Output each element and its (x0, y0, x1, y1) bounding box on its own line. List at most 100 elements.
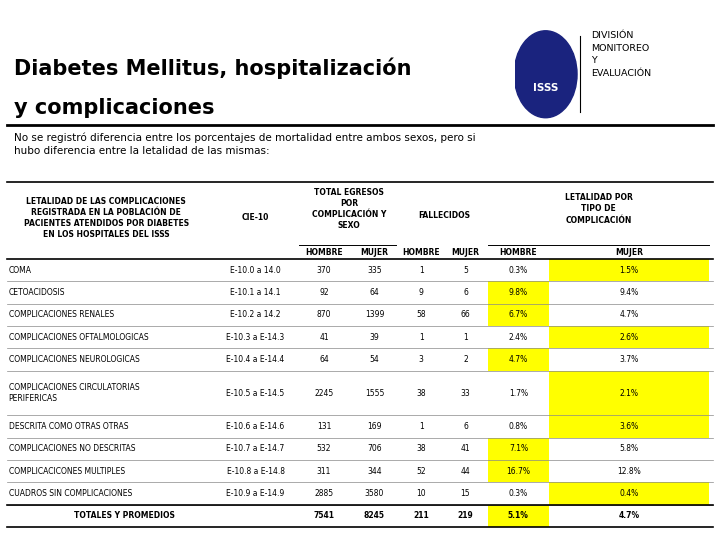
Text: HOMBRE: HOMBRE (305, 248, 343, 257)
Text: COMPLICACIONES NO DESCRITAS: COMPLICACIONES NO DESCRITAS (9, 444, 135, 454)
Text: 39: 39 (369, 333, 379, 342)
Text: 7541: 7541 (313, 511, 335, 521)
Text: 66: 66 (461, 310, 470, 319)
Text: 5.1%: 5.1% (508, 511, 528, 521)
Text: 64: 64 (369, 288, 379, 297)
Text: E-10.6 a E-14.6: E-10.6 a E-14.6 (227, 422, 284, 431)
Bar (488, 348, 549, 370)
Text: 131: 131 (317, 422, 331, 431)
Text: 311: 311 (317, 467, 331, 476)
Text: LETALIDAD POR
TIPO DE
COMPLICACIÓN: LETALIDAD POR TIPO DE COMPLICACIÓN (564, 193, 633, 225)
Text: 10: 10 (416, 489, 426, 498)
Text: 5.8%: 5.8% (619, 444, 639, 454)
Text: 1399: 1399 (365, 310, 384, 319)
Bar (549, 326, 709, 348)
Text: 2: 2 (463, 355, 468, 364)
Text: E-10.5 a E-14.5: E-10.5 a E-14.5 (227, 388, 284, 397)
Text: 3.7%: 3.7% (619, 355, 639, 364)
Text: COMPLICACIONES RENALES: COMPLICACIONES RENALES (9, 310, 114, 319)
Text: 4.7%: 4.7% (618, 511, 639, 521)
Text: 9.8%: 9.8% (509, 288, 528, 297)
Text: E-10.4 a E-14.4: E-10.4 a E-14.4 (227, 355, 284, 364)
Text: 0.8%: 0.8% (509, 422, 528, 431)
Text: 2.6%: 2.6% (619, 333, 639, 342)
Text: COMA: COMA (9, 266, 32, 275)
Text: 3.6%: 3.6% (619, 422, 639, 431)
Text: ISSS: ISSS (533, 83, 558, 93)
Text: 706: 706 (367, 444, 382, 454)
Text: 0.3%: 0.3% (509, 489, 528, 498)
Text: 54: 54 (369, 355, 379, 364)
Text: E-10.0 a 14.0: E-10.0 a 14.0 (230, 266, 281, 275)
Text: 16.7%: 16.7% (506, 467, 531, 476)
Text: DESCRITA COMO OTRAS OTRAS: DESCRITA COMO OTRAS OTRAS (9, 422, 128, 431)
Text: 1.5%: 1.5% (619, 266, 639, 275)
Text: 52: 52 (416, 467, 426, 476)
Text: 211: 211 (413, 511, 429, 521)
Text: 3: 3 (419, 355, 423, 364)
Text: 335: 335 (367, 266, 382, 275)
Text: COMPLICACIONES CIRCULATORIAS
PERIFERICAS: COMPLICACIONES CIRCULATORIAS PERIFERICAS (9, 383, 139, 403)
Text: MUJER: MUJER (361, 248, 388, 257)
Text: 4.7%: 4.7% (619, 310, 639, 319)
Bar (549, 415, 709, 438)
Text: 38: 38 (416, 388, 426, 397)
Text: 870: 870 (317, 310, 331, 319)
Text: LETALIDAD DE LAS COMPLICACIONES
REGISTRADA EN LA POBLACIÓN DE
PACIENTES ATENDIDO: LETALIDAD DE LAS COMPLICACIONES REGISTRA… (24, 197, 189, 239)
Bar (549, 482, 709, 505)
Text: MUJER: MUJER (451, 248, 480, 257)
Text: 344: 344 (367, 467, 382, 476)
Text: 5: 5 (463, 266, 468, 275)
Text: 2.4%: 2.4% (509, 333, 528, 342)
Text: 0.3%: 0.3% (509, 266, 528, 275)
Text: 33: 33 (461, 388, 470, 397)
Text: 2885: 2885 (315, 489, 333, 498)
Text: 1.7%: 1.7% (509, 388, 528, 397)
Text: DIVISIÓN
MONITOREO
Y
EVALUACIÓN: DIVISIÓN MONITOREO Y EVALUACIÓN (591, 31, 652, 78)
Text: 6.7%: 6.7% (509, 310, 528, 319)
Bar (488, 303, 549, 326)
Text: 1: 1 (419, 266, 423, 275)
Text: 1555: 1555 (365, 388, 384, 397)
Text: 6: 6 (463, 422, 468, 431)
Text: 41: 41 (461, 444, 470, 454)
Text: 370: 370 (317, 266, 331, 275)
Text: CETOACIDOSIS: CETOACIDOSIS (9, 288, 65, 297)
Text: FALLECIDOS: FALLECIDOS (418, 211, 470, 220)
Text: 64: 64 (319, 355, 329, 364)
Circle shape (514, 31, 577, 118)
Text: 1: 1 (419, 333, 423, 342)
Text: E-10.8 a E-14.8: E-10.8 a E-14.8 (227, 467, 284, 476)
Text: E-10.1 a 14.1: E-10.1 a 14.1 (230, 288, 281, 297)
Text: 41: 41 (319, 333, 329, 342)
Text: 9.4%: 9.4% (619, 288, 639, 297)
Text: 92: 92 (319, 288, 329, 297)
Text: COMPLICACICONES MULTIPLES: COMPLICACICONES MULTIPLES (9, 467, 125, 476)
Text: 6: 6 (463, 288, 468, 297)
Text: TOTAL EGRESOS
POR
COMPLICACIÓN Y
SEXO: TOTAL EGRESOS POR COMPLICACIÓN Y SEXO (312, 188, 387, 230)
Text: 0.4%: 0.4% (619, 489, 639, 498)
Text: CIE-10: CIE-10 (242, 213, 269, 222)
Bar (549, 370, 709, 415)
Text: 219: 219 (458, 511, 473, 521)
Text: MUJER: MUJER (615, 248, 643, 257)
Text: COMPLICACIONES NEUROLOGICAS: COMPLICACIONES NEUROLOGICAS (9, 355, 140, 364)
Bar (488, 505, 549, 527)
Text: 38: 38 (416, 444, 426, 454)
Text: 8245: 8245 (364, 511, 385, 521)
Text: E-10.3 a E-14.3: E-10.3 a E-14.3 (227, 333, 284, 342)
Text: 7.1%: 7.1% (509, 444, 528, 454)
Text: 58: 58 (416, 310, 426, 319)
Text: No se registró diferencia entre los porcentajes de mortalidad entre ambos sexos,: No se registró diferencia entre los porc… (14, 133, 476, 156)
Text: 4.7%: 4.7% (509, 355, 528, 364)
Text: 3580: 3580 (365, 489, 384, 498)
Text: 9: 9 (419, 288, 423, 297)
Text: E-10.9 a E-14.9: E-10.9 a E-14.9 (227, 489, 284, 498)
Text: y complicaciones: y complicaciones (14, 98, 215, 118)
Text: 12.8%: 12.8% (617, 467, 641, 476)
Bar (488, 438, 549, 460)
Text: TOTALES Y PROMEDIOS: TOTALES Y PROMEDIOS (73, 511, 175, 521)
Text: 1: 1 (463, 333, 468, 342)
Text: E-10.2 a 14.2: E-10.2 a 14.2 (230, 310, 281, 319)
Text: HOMBRE: HOMBRE (402, 248, 440, 257)
